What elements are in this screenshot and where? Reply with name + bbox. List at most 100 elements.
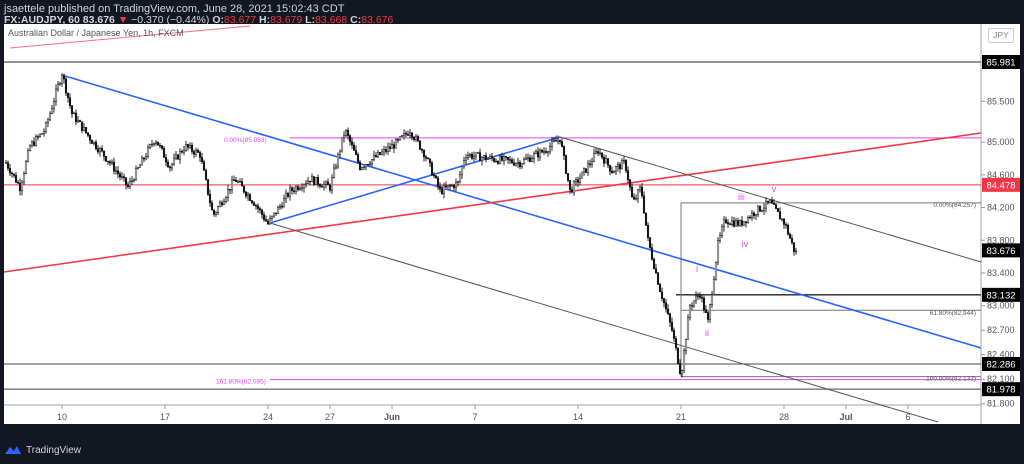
candle-body	[770, 199, 774, 204]
candle-body	[12, 173, 16, 176]
candle-body	[328, 184, 332, 191]
x-tick-label: Jul	[839, 412, 852, 422]
close-label: C:	[350, 14, 362, 26]
candle-body	[306, 180, 310, 184]
candle-body	[434, 175, 438, 179]
candle-body	[42, 131, 46, 134]
candle-body	[64, 78, 68, 94]
candle-body	[792, 242, 796, 252]
candle-body	[422, 150, 426, 158]
candle-body	[608, 164, 612, 172]
candle-body	[456, 181, 460, 183]
candle-body	[534, 151, 538, 155]
candle-body	[340, 137, 344, 152]
candle-body	[172, 157, 176, 165]
candle-body	[486, 158, 490, 160]
candle-body	[628, 179, 632, 188]
candle-body	[240, 181, 244, 187]
candle-body	[698, 295, 702, 298]
candle-body	[620, 160, 624, 170]
candle-body	[430, 162, 434, 176]
candle-body	[624, 160, 628, 171]
candle-body	[270, 215, 274, 219]
candle-body	[588, 163, 592, 165]
candle-body	[112, 161, 116, 172]
candle-body	[284, 193, 288, 199]
candle-body	[648, 237, 652, 248]
candle-body	[540, 149, 544, 153]
candle-body	[50, 108, 54, 114]
candle-body	[394, 139, 398, 149]
candle-body	[308, 180, 312, 183]
candle-body	[304, 183, 308, 185]
candle-body	[696, 295, 700, 298]
candle-body	[22, 173, 26, 183]
candle-body	[98, 148, 102, 153]
candle-body	[84, 126, 88, 133]
candle-body	[602, 157, 606, 164]
candle-body	[8, 167, 12, 174]
candle-body	[356, 154, 360, 163]
candle-body	[252, 202, 256, 206]
candle-body	[414, 136, 418, 140]
candle-body	[186, 144, 190, 148]
candle-body	[788, 233, 792, 239]
candle-body	[532, 153, 536, 159]
candle-body	[106, 160, 110, 163]
candle-body	[630, 186, 634, 198]
candle-body	[528, 157, 532, 162]
candle-body	[166, 161, 170, 167]
candle-body	[462, 159, 466, 167]
candle-body	[562, 146, 566, 156]
wave-label-i: i	[696, 264, 698, 274]
price-badge-label: 85.981	[986, 58, 1015, 69]
chart-panel[interactable]	[4, 24, 1020, 424]
candle-body	[120, 176, 124, 178]
candle-body	[230, 179, 234, 191]
fib-label: 61.80%(82.944)	[930, 310, 976, 317]
down-arrow-icon: ▼	[117, 14, 129, 26]
candle-body	[744, 221, 748, 224]
candle-body	[724, 219, 728, 223]
candle-body	[754, 214, 758, 216]
candle-body	[618, 164, 622, 170]
candle-body	[408, 132, 412, 136]
candle-body	[256, 205, 260, 209]
candle-body	[610, 170, 614, 174]
candle-body	[580, 171, 584, 179]
high-label: H:	[259, 14, 271, 26]
price-badge-label: 83.132	[986, 290, 1015, 301]
candle-body	[448, 185, 452, 187]
x-tick-label: 6	[905, 412, 910, 422]
candle-body	[482, 155, 486, 158]
y-tick-label: 84.200	[987, 203, 1015, 213]
high-value: 83.679	[270, 14, 303, 26]
open-label: O:	[212, 14, 224, 26]
candle-body	[650, 247, 654, 260]
candle-body	[102, 150, 106, 157]
currency-button[interactable]: JPY	[988, 28, 1014, 43]
candle-body	[78, 120, 82, 123]
candle-body	[56, 83, 60, 90]
candle-body	[38, 133, 42, 137]
candle-body	[162, 147, 166, 158]
candle-body	[428, 158, 432, 164]
candle-body	[766, 200, 770, 203]
fib-label: 100.00%(82.132)	[926, 376, 976, 383]
candle-body	[68, 97, 72, 107]
candle-body	[48, 113, 52, 121]
wave-label-iii: iii	[738, 192, 744, 202]
candle-body	[364, 164, 368, 168]
candle-body	[160, 145, 164, 149]
candle-body	[200, 157, 204, 163]
candle-body	[372, 155, 376, 160]
y-tick-label: 82.400	[987, 350, 1015, 360]
candle-body	[538, 149, 542, 158]
candle-body	[404, 132, 408, 135]
candle-body	[686, 317, 690, 340]
price-badge	[982, 55, 1020, 69]
candle-body	[712, 278, 716, 296]
candle-body	[310, 176, 314, 183]
candle-body	[668, 313, 672, 323]
